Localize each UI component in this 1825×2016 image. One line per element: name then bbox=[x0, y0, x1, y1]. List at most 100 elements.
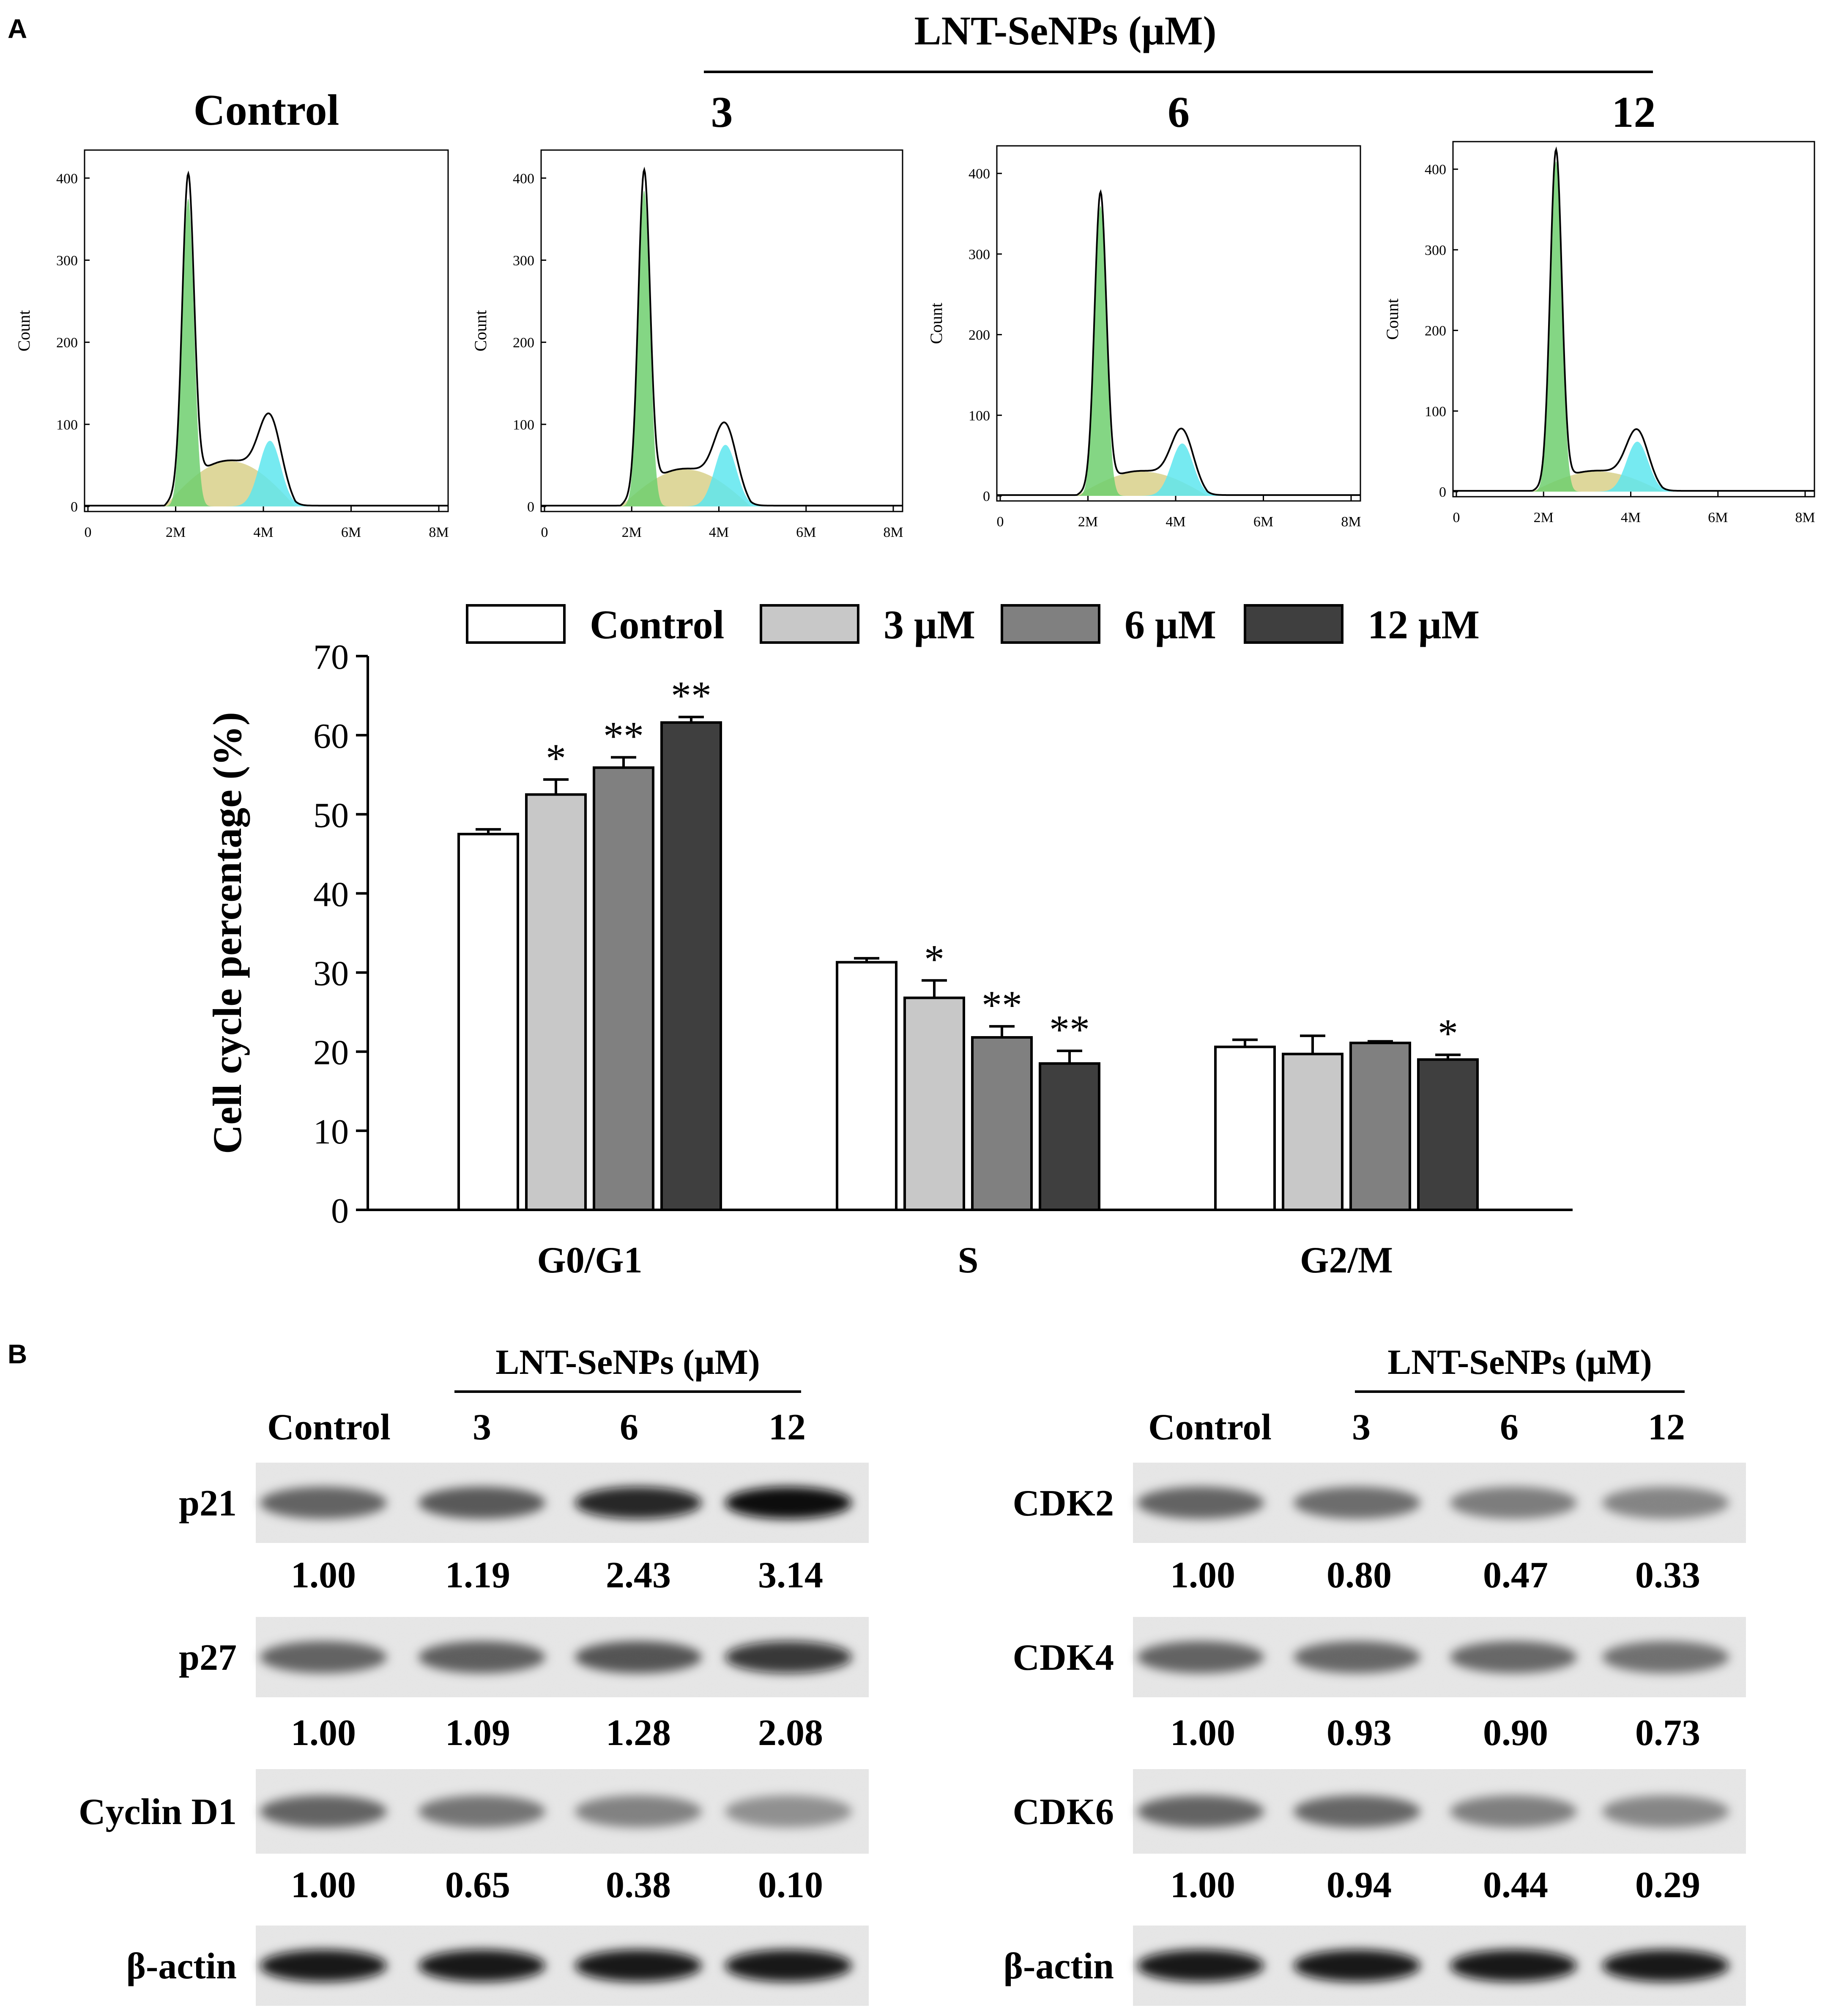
y-tick-label: 30 bbox=[313, 954, 349, 993]
protein-label: Cyclin D1 bbox=[79, 1792, 237, 1833]
significance-marker: ** bbox=[1049, 1007, 1090, 1052]
x-tick-label: 0 bbox=[997, 514, 1004, 530]
y-tick-label: 10 bbox=[313, 1112, 349, 1152]
band-quant-value: 1.00 bbox=[291, 1865, 356, 1906]
blot-treatment-label: LNT-SeNPs (μM) bbox=[1387, 1343, 1652, 1382]
panel-a-label: A bbox=[8, 14, 27, 44]
histogram-1: Control 0 100 200 300 400 0 2M 4M 6M 8M Count bbox=[14, 86, 449, 540]
g0g1-phase-area bbox=[1070, 206, 1233, 496]
x-tick-label: 4M bbox=[709, 525, 729, 540]
band-quant-value: 0.33 bbox=[1635, 1555, 1700, 1596]
significance-marker: * bbox=[546, 736, 566, 781]
legend-label: 12 μM bbox=[1368, 602, 1480, 647]
g2m-phase-area bbox=[613, 445, 776, 506]
legend-label: Control bbox=[590, 602, 724, 647]
protein-band bbox=[260, 1487, 387, 1519]
band-quant-value: 0.29 bbox=[1635, 1865, 1700, 1906]
band-quant-value: 0.65 bbox=[445, 1865, 510, 1906]
bar bbox=[1039, 1062, 1100, 1211]
band-quant-value: 2.43 bbox=[606, 1555, 671, 1596]
x-tick-label: 0 bbox=[541, 525, 548, 540]
x-tick-label: 2M bbox=[1534, 510, 1554, 525]
g2m-phase-area bbox=[1525, 441, 1688, 492]
y-tick-label: 50 bbox=[313, 796, 349, 835]
y-tick-label: 400 bbox=[513, 171, 534, 186]
legend-label: 3 μM bbox=[884, 602, 975, 647]
histogram-frame bbox=[84, 149, 449, 512]
legend-swatch bbox=[1244, 604, 1343, 644]
protein-band bbox=[575, 1950, 702, 1982]
band-quant-value: 1.00 bbox=[1170, 1555, 1235, 1596]
y-tick-label: 200 bbox=[1425, 323, 1446, 339]
bar bbox=[525, 793, 587, 1211]
band-quant-value: 2.08 bbox=[758, 1712, 823, 1753]
x-tick-label: 8M bbox=[883, 525, 903, 540]
y-tick-label: 0 bbox=[71, 499, 78, 515]
protein-band bbox=[575, 1795, 702, 1827]
histogram-outline bbox=[541, 167, 903, 507]
x-tick-label: 2M bbox=[166, 525, 186, 540]
histogram-frame bbox=[1452, 141, 1815, 498]
band-quant-value: 0.80 bbox=[1327, 1555, 1392, 1596]
y-tick-label: 200 bbox=[513, 335, 534, 351]
panel-b-label: B bbox=[8, 1339, 27, 1369]
protein-band bbox=[1602, 1641, 1729, 1673]
y-axis-label: Cell cycle percentage (%) bbox=[205, 712, 250, 1154]
histogram-ylabel: Count bbox=[1383, 298, 1402, 340]
histogram-title: 6 bbox=[1168, 88, 1190, 137]
protein-band bbox=[1602, 1795, 1729, 1827]
y-tick-label: 300 bbox=[1425, 243, 1446, 258]
significance-marker: * bbox=[1438, 1011, 1458, 1056]
x-tick-label: 4M bbox=[253, 525, 273, 540]
y-tick-label: 400 bbox=[56, 171, 78, 186]
blot-row: CDK2 1.00 0.80 0.47 0.33 bbox=[1012, 1463, 1746, 1596]
band-quant-value: 1.00 bbox=[1170, 1865, 1235, 1906]
band-quant-value: 0.38 bbox=[606, 1865, 671, 1906]
g0g1-phase-area bbox=[1525, 161, 1688, 492]
y-tick-label: 0 bbox=[1439, 484, 1446, 500]
blot-treatment-label: LNT-SeNPs (μM) bbox=[495, 1343, 760, 1382]
legend-label: 6 μM bbox=[1125, 602, 1216, 647]
protein-band bbox=[1294, 1795, 1420, 1827]
x-tick-label: 0 bbox=[1453, 510, 1460, 525]
legend-swatch bbox=[760, 604, 859, 644]
x-tick-label: 6M bbox=[1708, 510, 1728, 525]
band-quant-value: 0.73 bbox=[1635, 1712, 1700, 1753]
y-tick-label: 0 bbox=[527, 499, 534, 515]
protein-band bbox=[1137, 1795, 1264, 1827]
x-category-label: G0/G1 bbox=[537, 1240, 642, 1281]
y-tick-label: 20 bbox=[313, 1033, 349, 1072]
protein-band bbox=[419, 1795, 545, 1827]
histogram-outline bbox=[1453, 146, 1814, 492]
protein-band bbox=[260, 1950, 387, 1982]
x-axis-categories: G0/G1 S G2/M bbox=[537, 1240, 1393, 1281]
y-tick-label: 400 bbox=[969, 166, 990, 182]
y-tick-label: 0 bbox=[331, 1191, 349, 1231]
bar bbox=[1349, 1042, 1411, 1212]
protein-band bbox=[260, 1641, 387, 1673]
protein-band bbox=[725, 1487, 852, 1519]
protein-band bbox=[1137, 1487, 1264, 1519]
blot-row: p27 1.00 1.09 1.28 2.08 bbox=[179, 1617, 869, 1753]
left-blot-column: LNT-SeNPs (μM) Control 3 6 12 p21 1.00 1.19 2.43… bbox=[79, 1343, 869, 2006]
x-tick-label: 8M bbox=[429, 525, 449, 540]
y-tick-label: 100 bbox=[969, 408, 990, 424]
protein-band bbox=[1294, 1641, 1420, 1673]
blot-row: β-actin bbox=[126, 1926, 869, 2006]
y-tick-label: 100 bbox=[513, 417, 534, 433]
band-quant-value: 1.09 bbox=[445, 1712, 510, 1753]
protein-band bbox=[1137, 1641, 1264, 1673]
lane-label: 6 bbox=[1500, 1407, 1519, 1448]
x-tick-label: 4M bbox=[1621, 510, 1641, 525]
y-tick-label: 300 bbox=[513, 253, 534, 268]
x-tick-label: 8M bbox=[1795, 510, 1815, 525]
protein-label: p21 bbox=[179, 1483, 237, 1524]
y-tick-label: 70 bbox=[313, 637, 349, 677]
band-quant-value: 1.00 bbox=[291, 1555, 356, 1596]
bar bbox=[903, 996, 965, 1211]
significance-marker: ** bbox=[671, 673, 711, 718]
y-tick-label: 200 bbox=[969, 328, 990, 343]
band-quant-value: 1.28 bbox=[606, 1712, 671, 1753]
y-tick-label: 100 bbox=[56, 417, 78, 433]
band-quant-value: 0.44 bbox=[1483, 1865, 1548, 1906]
